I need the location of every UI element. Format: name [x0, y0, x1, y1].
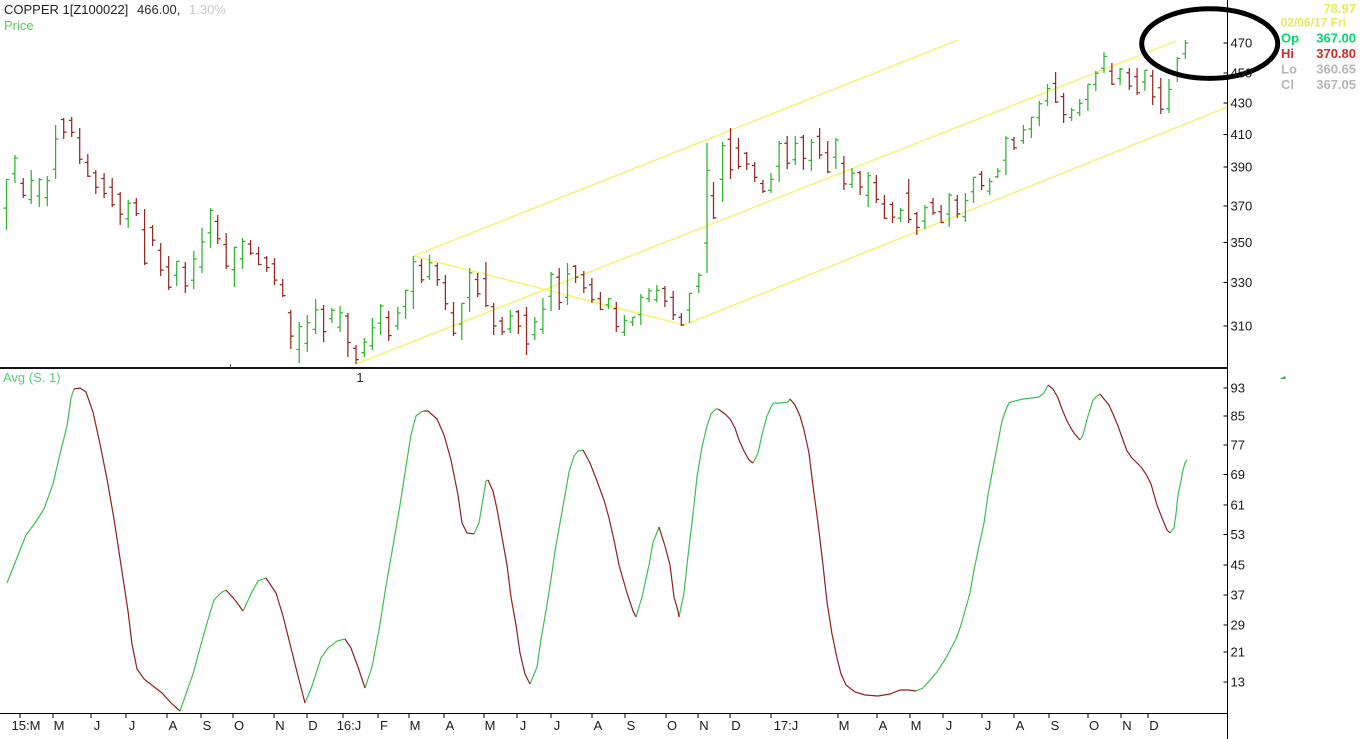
- svg-text:78.97: 78.97: [1323, 1, 1356, 16]
- svg-text:J: J: [985, 718, 992, 733]
- svg-text:A: A: [1016, 718, 1025, 733]
- svg-text:O: O: [667, 718, 677, 733]
- svg-text:A: A: [446, 718, 455, 733]
- svg-text:13: 13: [1231, 675, 1245, 690]
- svg-text:S: S: [627, 718, 636, 733]
- svg-text:470: 470: [1231, 36, 1253, 51]
- svg-text:M: M: [410, 718, 421, 733]
- svg-text:Hi: Hi: [1281, 46, 1294, 61]
- svg-text:310: 310: [1231, 319, 1253, 334]
- svg-text:367.00: 367.00: [1316, 31, 1356, 46]
- svg-text:N: N: [699, 718, 708, 733]
- svg-text:D: D: [731, 718, 740, 733]
- svg-text:D: D: [308, 718, 317, 733]
- svg-text:53: 53: [1231, 527, 1245, 542]
- svg-text:COPPER 1[Z100022]: COPPER 1[Z100022]: [4, 2, 128, 17]
- svg-text:Price: Price: [4, 18, 34, 33]
- svg-text:77: 77: [1231, 438, 1245, 453]
- svg-text:370: 370: [1231, 199, 1253, 214]
- svg-text:A: A: [169, 718, 178, 733]
- svg-text:F: F: [380, 718, 388, 733]
- svg-text:15:M: 15:M: [12, 718, 41, 733]
- svg-text:Lo: Lo: [1281, 62, 1297, 77]
- svg-text:J: J: [520, 718, 527, 733]
- svg-text:360.65: 360.65: [1316, 62, 1356, 77]
- svg-text:430: 430: [1231, 96, 1253, 111]
- svg-text:D: D: [1149, 718, 1158, 733]
- svg-text:16:J: 16:J: [337, 718, 362, 733]
- svg-text:69: 69: [1231, 467, 1245, 482]
- svg-text:J: J: [554, 718, 561, 733]
- svg-text:29: 29: [1231, 618, 1245, 633]
- svg-text:330: 330: [1231, 275, 1253, 290]
- svg-text:61: 61: [1231, 498, 1245, 513]
- svg-text:S: S: [203, 718, 212, 733]
- svg-text:45: 45: [1231, 558, 1245, 573]
- svg-text:17:J: 17:J: [774, 718, 799, 733]
- svg-text:M: M: [54, 718, 65, 733]
- svg-text:S: S: [1051, 718, 1060, 733]
- svg-text:O: O: [234, 718, 244, 733]
- svg-text:390: 390: [1231, 160, 1253, 175]
- svg-text:J: J: [94, 718, 101, 733]
- svg-text:93: 93: [1231, 381, 1245, 396]
- svg-text:350: 350: [1231, 235, 1253, 250]
- svg-text:M: M: [485, 718, 496, 733]
- svg-text:J: J: [129, 718, 136, 733]
- svg-text:J: J: [946, 718, 953, 733]
- svg-text:N: N: [1122, 718, 1131, 733]
- svg-text:Op: Op: [1281, 31, 1299, 46]
- svg-text:466.00,: 466.00,: [137, 2, 180, 17]
- svg-text:370.80: 370.80: [1316, 46, 1356, 61]
- svg-text:A: A: [594, 718, 603, 733]
- svg-text:M: M: [839, 718, 850, 733]
- svg-text:367.05: 367.05: [1316, 77, 1356, 92]
- svg-text:85: 85: [1231, 409, 1245, 424]
- svg-text:A: A: [879, 718, 888, 733]
- svg-text:Cl: Cl: [1281, 77, 1294, 92]
- svg-text:O: O: [1089, 718, 1099, 733]
- svg-text:1.30%: 1.30%: [189, 2, 226, 17]
- svg-text:M: M: [911, 718, 922, 733]
- svg-text:21: 21: [1231, 645, 1245, 660]
- svg-text:1: 1: [356, 370, 363, 385]
- svg-text:450: 450: [1231, 66, 1253, 81]
- svg-text:410: 410: [1231, 127, 1253, 142]
- svg-text:02/06/17 Fri: 02/06/17 Fri: [1281, 16, 1346, 30]
- svg-text:Avg (S. 1): Avg (S. 1): [3, 370, 61, 385]
- svg-text:37: 37: [1231, 588, 1245, 603]
- svg-text:N: N: [275, 718, 284, 733]
